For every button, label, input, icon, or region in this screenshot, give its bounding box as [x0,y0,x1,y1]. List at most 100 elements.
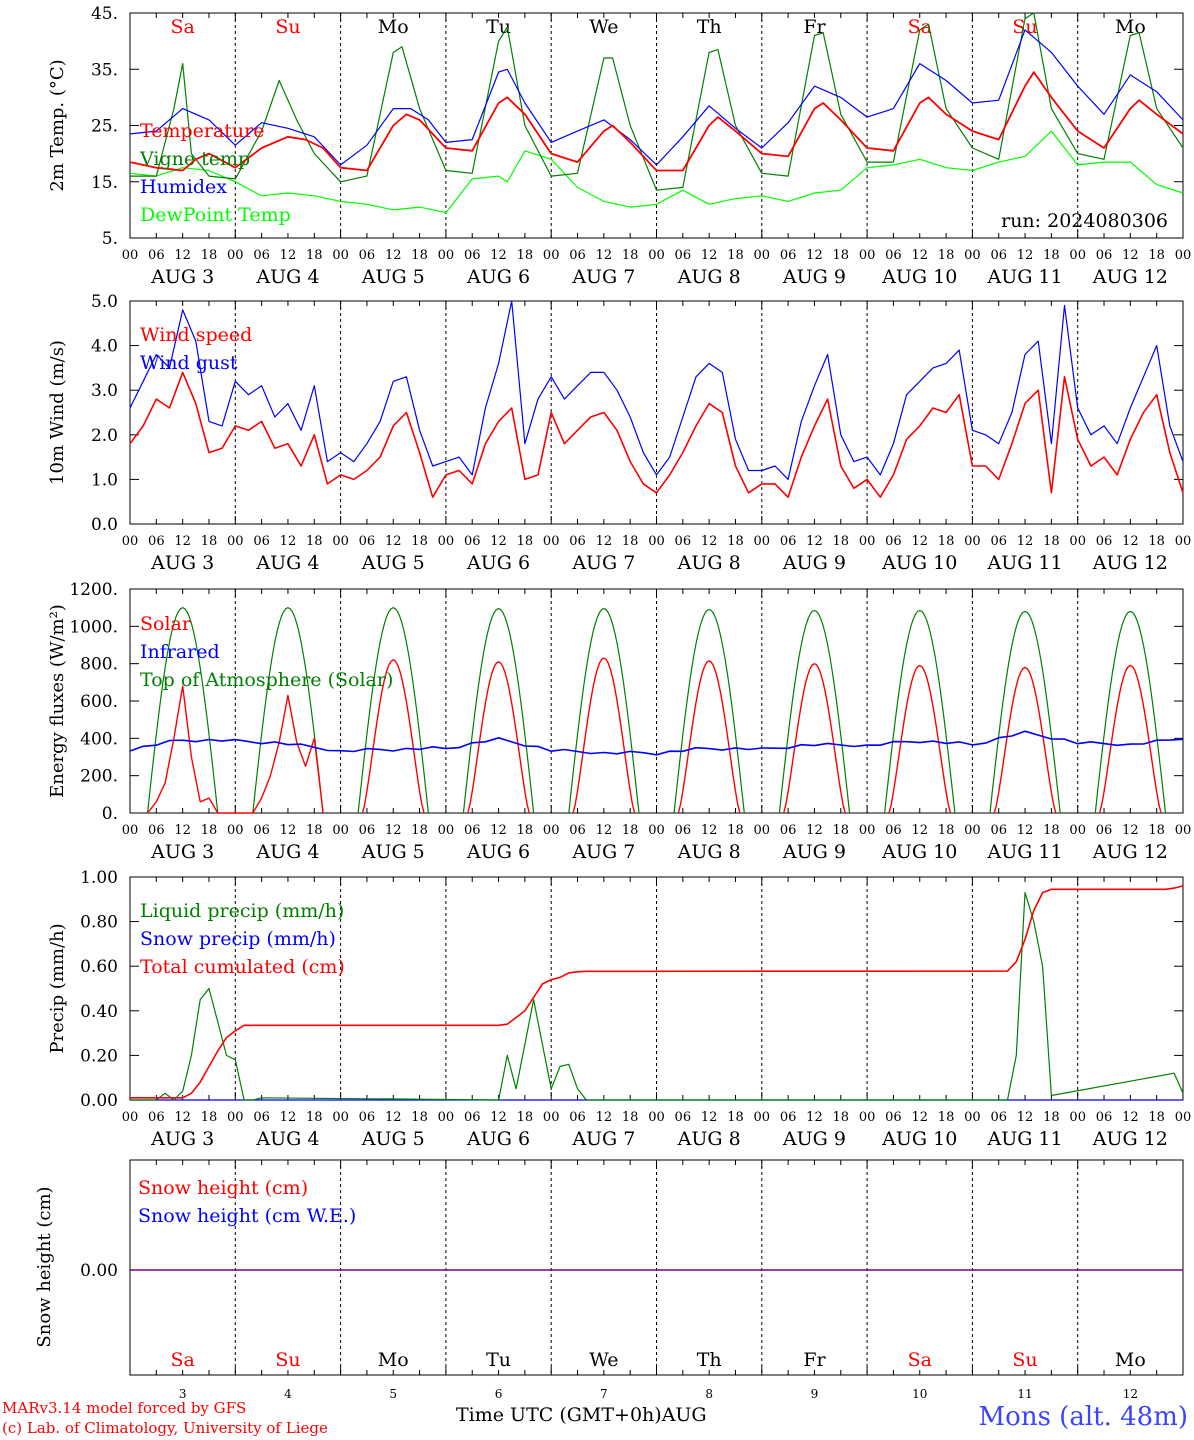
hour-tick-label: 12 [280,823,297,838]
hour-tick-label: 12 [596,248,613,263]
total-cumulated-line [130,885,1184,1099]
hour-tick-label: 18 [833,1110,850,1125]
day-of-week-label: Sa [170,16,194,38]
hour-tick-label: 12 [701,534,718,549]
legend-entry: Top of Atmosphere (Solar) [140,669,393,691]
toa-solar-line [778,609,851,814]
hour-tick-label: 18 [727,534,744,549]
hour-tick-label: 12 [701,248,718,263]
hour-tick-label: 18 [411,248,428,263]
hour-tick-label: 00 [648,534,665,549]
hour-tick-label: 00 [859,248,876,263]
hour-tick-label: 18 [1043,823,1060,838]
y-tick-label: 200. [80,767,118,787]
hour-tick-label: 00 [859,534,876,549]
solar-line [888,664,952,814]
y-tick-label: 1200. [69,580,118,600]
day-number-label: 9 [811,1387,819,1401]
hour-tick-label: 00 [1069,248,1086,263]
hour-tick-label: 18 [201,1110,218,1125]
hour-tick-label: 06 [253,823,270,838]
y-axis-title: 2m Temp. (°C) [47,59,68,191]
hour-tick-label: 12 [490,534,507,549]
hour-tick-label: 18 [1148,534,1165,549]
hour-tick-label: 12 [385,534,402,549]
hour-tick-label: 06 [148,248,165,263]
day-date-label: AUG 5 [361,1128,425,1150]
y-tick-label: 0.80 [80,913,118,933]
hour-tick-label: 00 [227,534,244,549]
hour-tick-label: 12 [596,1110,613,1125]
hour-tick-label: 18 [306,823,323,838]
y-tick-label: 4.0 [91,337,118,357]
legend-entry: Solar [140,613,192,635]
day-number-label: 10 [912,1387,927,1401]
hour-tick-label: 18 [833,248,850,263]
hour-tick-label: 12 [911,1110,928,1125]
wind-speed-line [129,371,1184,498]
day-date-label: AUG 10 [881,552,957,574]
hour-tick-label: 18 [1148,1110,1165,1125]
hour-tick-label: 06 [569,823,586,838]
hour-tick-label: 18 [622,534,639,549]
day-of-week-label: Tu [486,1349,511,1371]
day-of-week-label: Mo [378,1349,409,1371]
hour-tick-label: 18 [938,1110,955,1125]
day-date-label: AUG 11 [986,841,1062,863]
hour-tick-label: 12 [806,248,823,263]
hour-tick-label: 06 [359,823,376,838]
day-date-label: AUG 9 [782,552,846,574]
day-of-week-label: Th [697,1349,722,1371]
y-tick-label: 1000. [69,617,118,637]
hour-tick-label: 06 [885,248,902,263]
wind-gust-line [129,300,1184,480]
y-tick-label: 15. [91,173,118,193]
day-date-label: AUG 7 [571,1128,635,1150]
y-tick-label: 2.0 [91,426,118,446]
hour-tick-label: 12 [280,248,297,263]
model-credit: MARv3.14 model forced by GFS [2,1399,247,1417]
y-tick-label: 800. [80,655,118,675]
day-number-label: 12 [1123,1387,1138,1401]
day-date-label: AUG 3 [150,552,214,574]
hour-tick-label: 06 [359,1110,376,1125]
hour-tick-label: 00 [964,248,981,263]
hour-tick-label: 06 [464,534,481,549]
liquid-precip-line [130,892,1184,1101]
hour-tick-label: 12 [911,534,928,549]
temperature-line [129,71,1184,172]
hour-tick-label: 18 [727,1110,744,1125]
day-of-week-label: Mo [1115,16,1146,38]
day-date-label: AUG 9 [782,266,846,288]
day-of-week-label: Su [1012,1349,1037,1371]
day-date-label: AUG 4 [255,841,319,863]
day-date-label: AUG 8 [677,552,741,574]
hour-tick-label: 06 [990,1110,1007,1125]
day-of-week-label: Fr [803,16,826,38]
hour-tick-label: 12 [911,823,928,838]
legend-entry: Snow height (cm) [138,1177,308,1199]
hour-tick-label: 00 [754,1110,771,1125]
day-date-label: AUG 12 [1092,266,1168,288]
hour-tick-label: 06 [253,1110,270,1125]
hour-tick-label: 18 [306,248,323,263]
day-date-label: AUG 4 [255,1128,319,1150]
day-date-label: AUG 5 [361,266,425,288]
hour-tick-label: 00 [543,534,560,549]
hour-tick-label: 00 [332,534,349,549]
hour-tick-label: 12 [806,534,823,549]
solar-line [361,659,425,814]
hour-tick-label: 00 [1175,1110,1192,1125]
hour-tick-label: 06 [675,1110,692,1125]
day-date-label: AUG 5 [361,552,425,574]
hour-tick-label: 12 [1122,823,1139,838]
hour-tick-label: 12 [490,248,507,263]
day-of-week-label: Su [275,16,300,38]
hour-tick-label: 18 [938,248,955,263]
day-date-label: AUG 3 [150,266,214,288]
day-of-week-label: Fr [803,1349,826,1371]
hour-tick-label: 12 [174,248,191,263]
legend-entry: Wind gust [140,352,238,374]
hour-tick-label: 18 [411,534,428,549]
station-label: Mons (alt. 48m) [978,1402,1188,1432]
